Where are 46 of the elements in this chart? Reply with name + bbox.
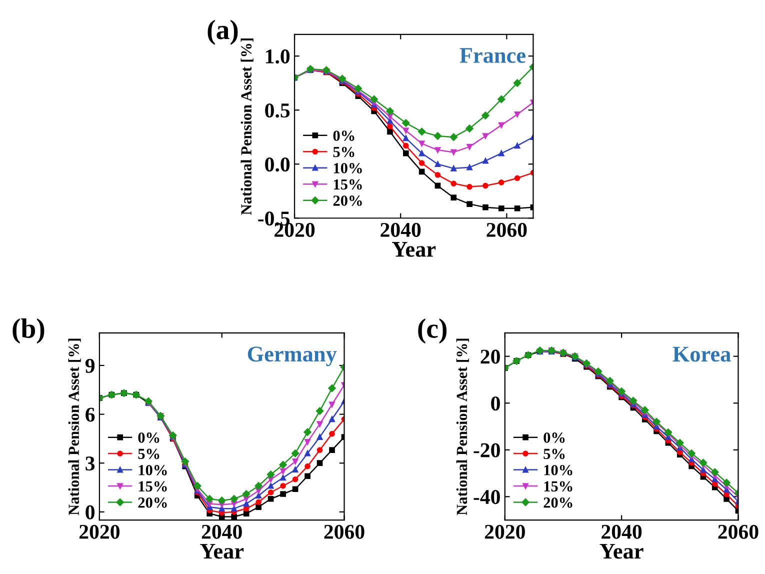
y-tick-label: -20 bbox=[474, 443, 500, 458]
annotation: Germany bbox=[248, 346, 337, 366]
y-tick-label: 0.5 bbox=[265, 103, 290, 118]
legend-label: 5% bbox=[333, 146, 354, 158]
x-axis-title: Year bbox=[200, 544, 244, 559]
y-tick-label: 0 bbox=[86, 505, 94, 520]
x-tick-label: 2020 bbox=[484, 524, 525, 539]
y-tick-label: 1.0 bbox=[266, 49, 290, 64]
y-tick-label: 9 bbox=[85, 358, 95, 373]
chart-title: (a) bbox=[208, 20, 238, 45]
chart-title: (b) bbox=[12, 318, 44, 344]
legend-label: 20% bbox=[544, 497, 572, 508]
x-tick-label: 2040 bbox=[202, 524, 242, 539]
legend-label: 5% bbox=[544, 448, 565, 460]
annotation: Korea bbox=[672, 346, 731, 362]
x-tick-label: 2060 bbox=[324, 524, 364, 539]
x-axis-title: Year bbox=[392, 242, 436, 257]
legend-label: 10% bbox=[138, 464, 167, 476]
y-tick-label: 0 bbox=[491, 396, 500, 411]
x-tick-label: 2040 bbox=[602, 524, 642, 539]
annotation: France bbox=[460, 48, 526, 63]
x-tick-label: 2060 bbox=[718, 524, 758, 539]
y-tick-label: 3 bbox=[86, 456, 95, 471]
y-tick-label: 6 bbox=[86, 408, 95, 422]
x-tick-label: 2020 bbox=[79, 524, 120, 539]
legend-label: 10% bbox=[334, 163, 362, 174]
legend-label: 15% bbox=[334, 179, 362, 190]
y-tick-label: -40 bbox=[474, 490, 500, 504]
x-tick-label: 2040 bbox=[380, 222, 421, 237]
legend-label: 5% bbox=[138, 448, 160, 460]
legend-label: 15% bbox=[544, 481, 572, 492]
legend-label: 20% bbox=[333, 196, 362, 206]
legend-label: 15% bbox=[138, 481, 167, 492]
legend-label: 10% bbox=[544, 464, 572, 476]
y-axis-title: National Pension Asset [%] bbox=[240, 38, 254, 215]
y-axis-title: National Pension Asset [%] bbox=[456, 338, 469, 516]
y-tick-label: 20 bbox=[480, 350, 500, 364]
x-axis-title: Year bbox=[600, 544, 644, 559]
legend-label: 0% bbox=[333, 130, 354, 141]
x-tick-label: 2060 bbox=[486, 222, 527, 237]
y-axis-title: National Pension Asset [%] bbox=[68, 338, 81, 516]
legend-label: 0% bbox=[544, 432, 565, 443]
legend-label: 20% bbox=[138, 497, 167, 508]
y-tick-label: 0.0 bbox=[265, 157, 290, 172]
legend-label: 0% bbox=[138, 432, 160, 443]
chart-title: (c) bbox=[418, 318, 447, 344]
